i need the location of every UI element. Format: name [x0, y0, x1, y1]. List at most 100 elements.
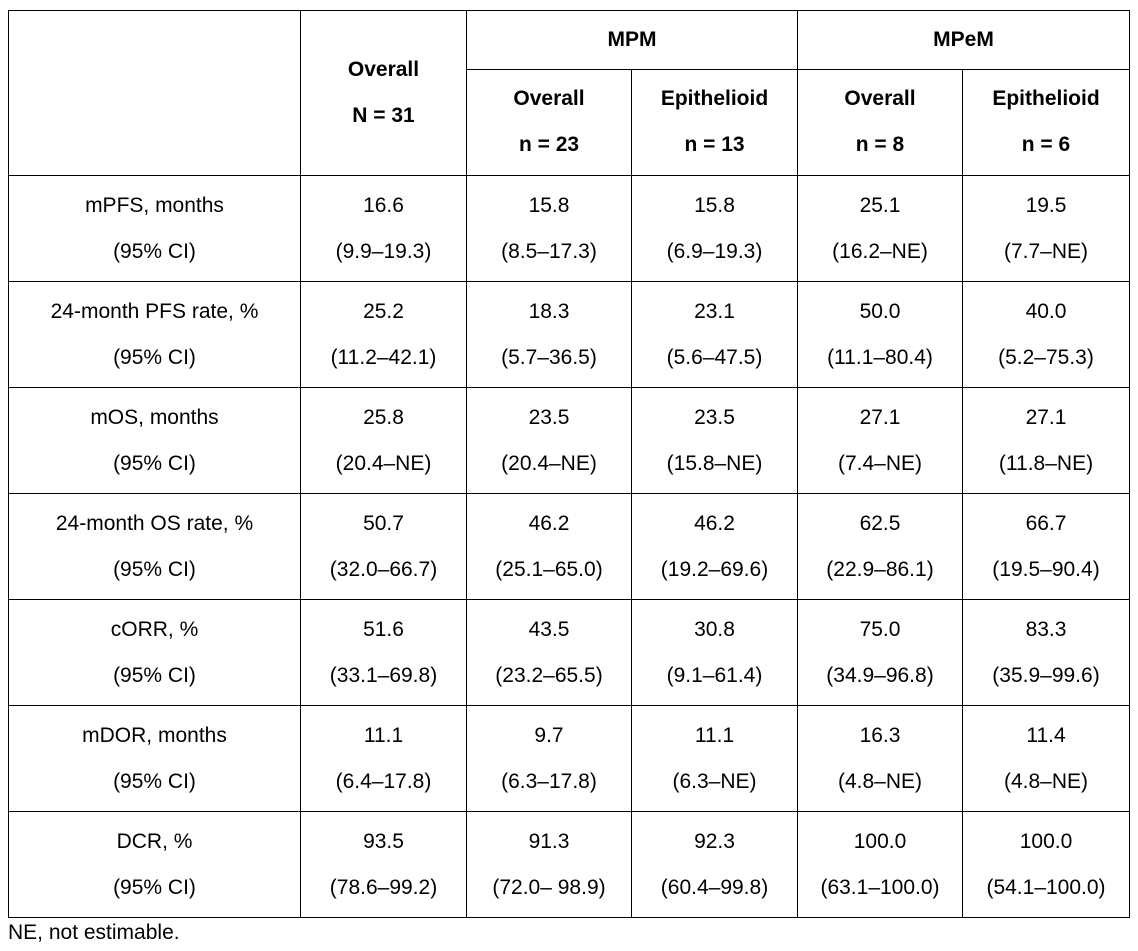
- cell-ci: (32.0–66.7): [329, 557, 438, 581]
- row-sublabel: (95% CI): [113, 345, 196, 369]
- cell-ci: (11.1–80.4): [827, 345, 933, 369]
- cell-ci: (33.1–69.8): [329, 663, 438, 687]
- cell-value: 18.3: [528, 299, 570, 323]
- cell-ci: (25.1–65.0): [495, 557, 603, 581]
- cell-value: 19.5: [1025, 193, 1067, 217]
- cell-ci: (4.8–NE): [1003, 769, 1089, 793]
- header-overall-title: Overall: [347, 58, 420, 81]
- cell-value: 16.3: [859, 723, 901, 747]
- cell-ci: (34.9–96.8): [826, 663, 934, 687]
- row-sublabel: (95% CI): [113, 663, 196, 687]
- cell-ci: (22.9–86.1): [826, 557, 934, 581]
- header-n: n = 6: [1021, 133, 1071, 157]
- row-label-cell: 24-month PFS rate, % (95% CI): [8, 281, 301, 388]
- row-sublabel: (95% CI): [113, 451, 196, 475]
- header-group-mpem: MPeM: [797, 10, 1130, 70]
- cell-ci: (5.7–36.5): [501, 345, 597, 369]
- cell-ci: (16.2–NE): [832, 239, 928, 263]
- table-row: DCR, % (95% CI) 93.5 (78.6–99.2) 91.3 (72.0– …: [8, 811, 1130, 918]
- value-cell: 18.3 (5.7–36.5): [466, 281, 632, 388]
- cell-value: 66.7: [1025, 511, 1067, 535]
- cell-ci: (5.6–47.5): [666, 345, 763, 369]
- table-row: cORR, % (95% CI) 51.6 (33.1–69.8) 43.5 (23.2–…: [8, 599, 1130, 706]
- value-cell: 75.0 (34.9–96.8): [797, 599, 963, 706]
- cell-value: 27.1: [859, 405, 901, 429]
- header-title: Overall: [844, 87, 916, 111]
- value-cell: 43.5 (23.2–65.5): [466, 599, 632, 706]
- cell-value: 40.0: [1025, 299, 1067, 323]
- cell-ci: (35.9–99.6): [992, 663, 1100, 687]
- cell-value: 46.2: [528, 511, 570, 535]
- value-cell: 23.1 (5.6–47.5): [631, 281, 798, 388]
- cell-value: 75.0: [859, 617, 901, 641]
- header-overall: Overall N = 31: [300, 10, 467, 176]
- value-cell: 25.1 (16.2–NE): [797, 175, 963, 282]
- row-label-cell: mPFS, months (95% CI): [8, 175, 301, 282]
- value-cell: 16.6 (9.9–19.3): [300, 175, 467, 282]
- cell-value: 9.7: [534, 723, 564, 747]
- cell-ci: (23.2–65.5): [495, 663, 603, 687]
- cell-ci: (78.6–99.2): [329, 875, 438, 899]
- table-row: 24-month PFS rate, % (95% CI) 25.2 (11.2–42…: [8, 281, 1130, 388]
- row-label-cell: mDOR, months (95% CI): [8, 705, 301, 812]
- cell-value: 25.2: [363, 299, 404, 323]
- cell-ci: (11.8–NE): [998, 451, 1094, 475]
- results-table: Overall N = 31 MPM MPeM Overall n = 23 E…: [8, 10, 1130, 918]
- row-label: mPFS, months: [85, 193, 224, 217]
- value-cell: 46.2 (25.1–65.0): [466, 493, 632, 600]
- value-cell: 51.6 (33.1–69.8): [300, 599, 467, 706]
- cell-value: 30.8: [694, 617, 735, 641]
- table-row: mPFS, months (95% CI) 16.6 (9.9–19.3) 15.8 (8…: [8, 175, 1130, 282]
- footnote: NE, not estimable.: [8, 921, 180, 944]
- cell-ci: (6.3–NE): [672, 769, 757, 793]
- header-mpem-overall: Overall n = 8: [797, 68, 963, 177]
- row-sublabel: (95% CI): [113, 875, 196, 899]
- row-label-cell: 24-month OS rate, % (95% CI): [8, 493, 301, 600]
- cell-value: 25.1: [859, 193, 901, 217]
- value-cell: 16.3 (4.8–NE): [797, 705, 963, 812]
- value-cell: 46.2 (19.2–69.6): [631, 493, 798, 600]
- value-cell: 50.0 (11.1–80.4): [797, 281, 963, 388]
- header-mpem-epithelioid: Epithelioid n = 6: [962, 68, 1130, 177]
- row-sublabel: (95% CI): [113, 239, 196, 263]
- cell-ci: (20.4–NE): [335, 451, 432, 475]
- header-title: Epithelioid: [992, 87, 1100, 111]
- value-cell: 11.1 (6.4–17.8): [300, 705, 467, 812]
- value-cell: 30.8 (9.1–61.4): [631, 599, 798, 706]
- header-group-mpm: MPM: [466, 10, 798, 70]
- row-label: 24-month PFS rate, %: [50, 299, 259, 323]
- cell-value: 50.0: [859, 299, 901, 323]
- value-cell: 19.5 (7.7–NE): [962, 175, 1130, 282]
- cell-ci: (6.9–19.3): [666, 239, 763, 263]
- cell-value: 46.2: [694, 511, 735, 535]
- cell-value: 62.5: [859, 511, 901, 535]
- value-cell: 25.8 (20.4–NE): [300, 387, 467, 494]
- row-label-cell: mOS, months (95% CI): [8, 387, 301, 494]
- cell-ci: (19.5–90.4): [992, 557, 1100, 581]
- header-empty-cell: [8, 10, 301, 176]
- value-cell: 40.0 (5.2–75.3): [962, 281, 1130, 388]
- cell-value: 43.5: [528, 617, 570, 641]
- cell-ci: (63.1–100.0): [820, 875, 940, 899]
- cell-value: 11.4: [1026, 723, 1066, 747]
- row-label: mDOR, months: [82, 723, 227, 747]
- row-sublabel: (95% CI): [113, 557, 196, 581]
- table-body: mPFS, months (95% CI) 16.6 (9.9–19.3) 15.8 (8…: [8, 175, 1130, 918]
- cell-value: 11.1: [363, 723, 404, 747]
- header-mpm-overall: Overall n = 23: [466, 68, 632, 177]
- cell-value: 83.3: [1025, 617, 1067, 641]
- row-label: 24-month OS rate, %: [55, 511, 254, 535]
- cell-value: 25.8: [363, 405, 404, 429]
- value-cell: 11.1 (6.3–NE): [631, 705, 798, 812]
- header-overall-n: N = 31: [352, 104, 415, 127]
- row-label-cell: DCR, % (95% CI): [8, 811, 301, 918]
- value-cell: 27.1 (7.4–NE): [797, 387, 963, 494]
- row-label-cell: cORR, % (95% CI): [8, 599, 301, 706]
- cell-ci: (9.1–61.4): [666, 663, 763, 687]
- cell-value: 27.1: [1025, 405, 1067, 429]
- cell-value: 11.1: [694, 723, 735, 747]
- header-n: n = 23: [518, 133, 580, 157]
- cell-value: 50.7: [363, 511, 404, 535]
- cell-ci: (19.2–69.6): [660, 557, 769, 581]
- value-cell: 50.7 (32.0–66.7): [300, 493, 467, 600]
